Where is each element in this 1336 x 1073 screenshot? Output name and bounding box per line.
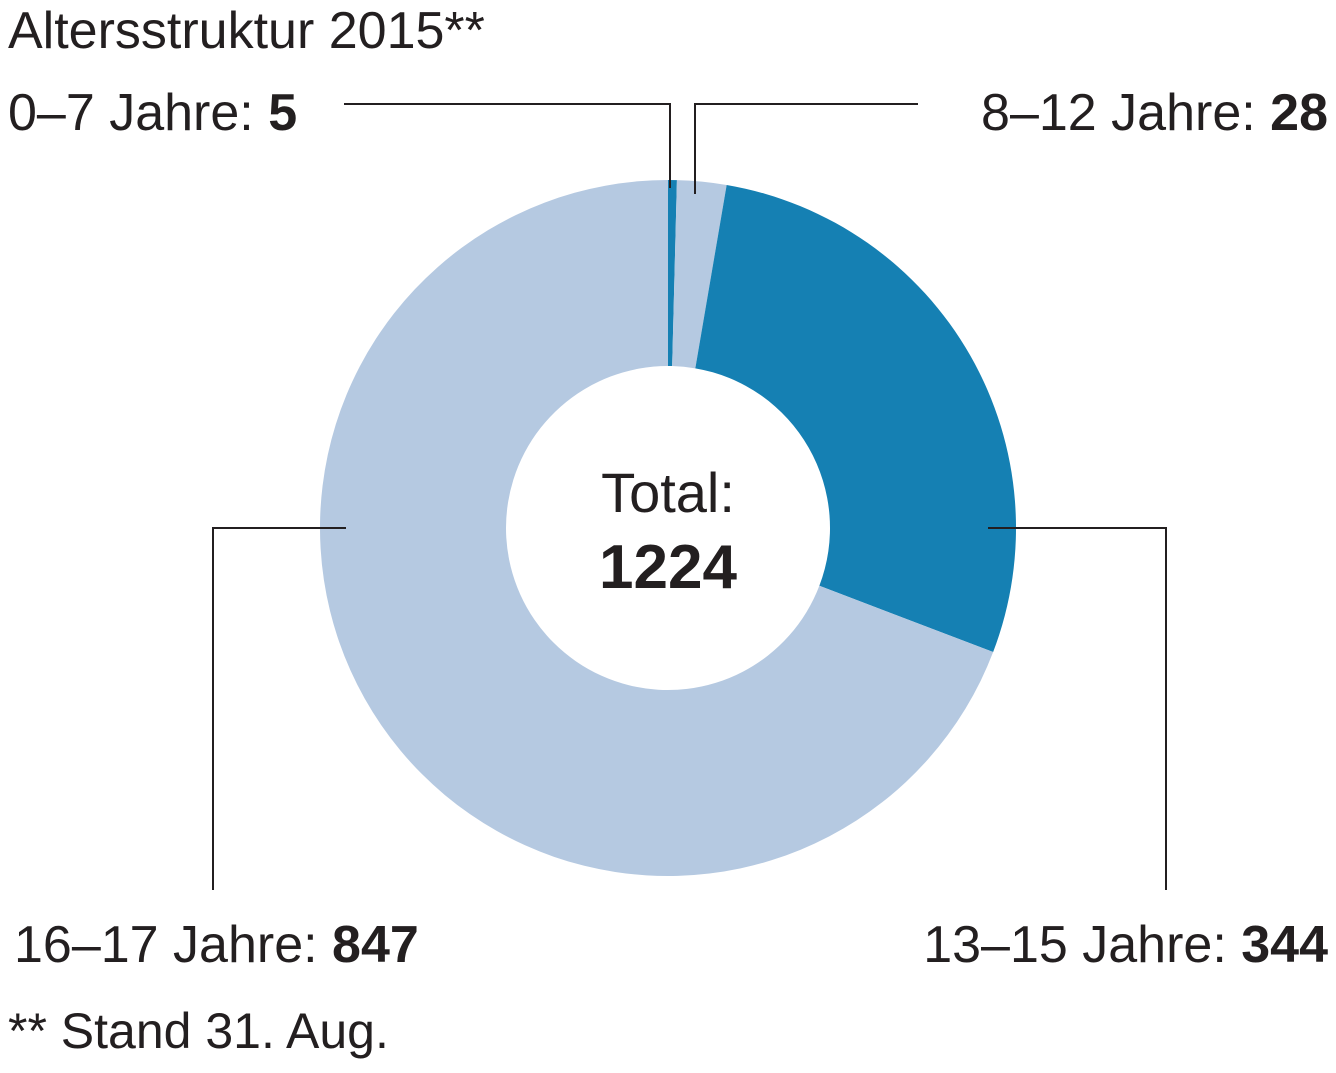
- slice-label-value: 28: [1270, 84, 1328, 142]
- center-total-label: Total:: [601, 461, 735, 524]
- footnote: ** Stand 31. Aug.: [8, 1003, 389, 1059]
- slice-label: 8–12 Jahre: 28: [981, 84, 1328, 142]
- leader-lines: [212, 103, 1167, 890]
- leader-line: [694, 103, 918, 194]
- donut-slice: [668, 180, 677, 367]
- slice-label-value: 344: [1241, 916, 1328, 974]
- donut-slice: [672, 180, 727, 369]
- slice-label-value: 5: [268, 84, 297, 142]
- slice-label: 16–17 Jahre: 847: [14, 916, 419, 974]
- slice-label-name: 13–15 Jahre:: [923, 916, 1241, 974]
- slice-label-name: 0–7 Jahre:: [8, 84, 268, 142]
- leader-line: [344, 103, 671, 188]
- slice-label-name: 8–12 Jahre:: [981, 84, 1270, 142]
- slice-labels: 0–7 Jahre: 5 8–12 Jahre: 28 13–15 Jahre: 3…: [8, 84, 1328, 974]
- donut-slice: [695, 184, 1017, 653]
- slice-label: 13–15 Jahre: 344: [923, 916, 1328, 974]
- leader-line: [212, 527, 346, 890]
- slice-label: 0–7 Jahre: 5: [8, 84, 297, 142]
- donut-slices: [319, 180, 1017, 876]
- leader-line: [988, 527, 1167, 890]
- donut-slice: [319, 180, 994, 876]
- slice-label-value: 847: [332, 916, 419, 974]
- center-total-value: 1224: [599, 533, 737, 602]
- chart-title: Altersstruktur 2015**: [8, 2, 485, 60]
- slice-label-name: 16–17 Jahre:: [14, 916, 332, 974]
